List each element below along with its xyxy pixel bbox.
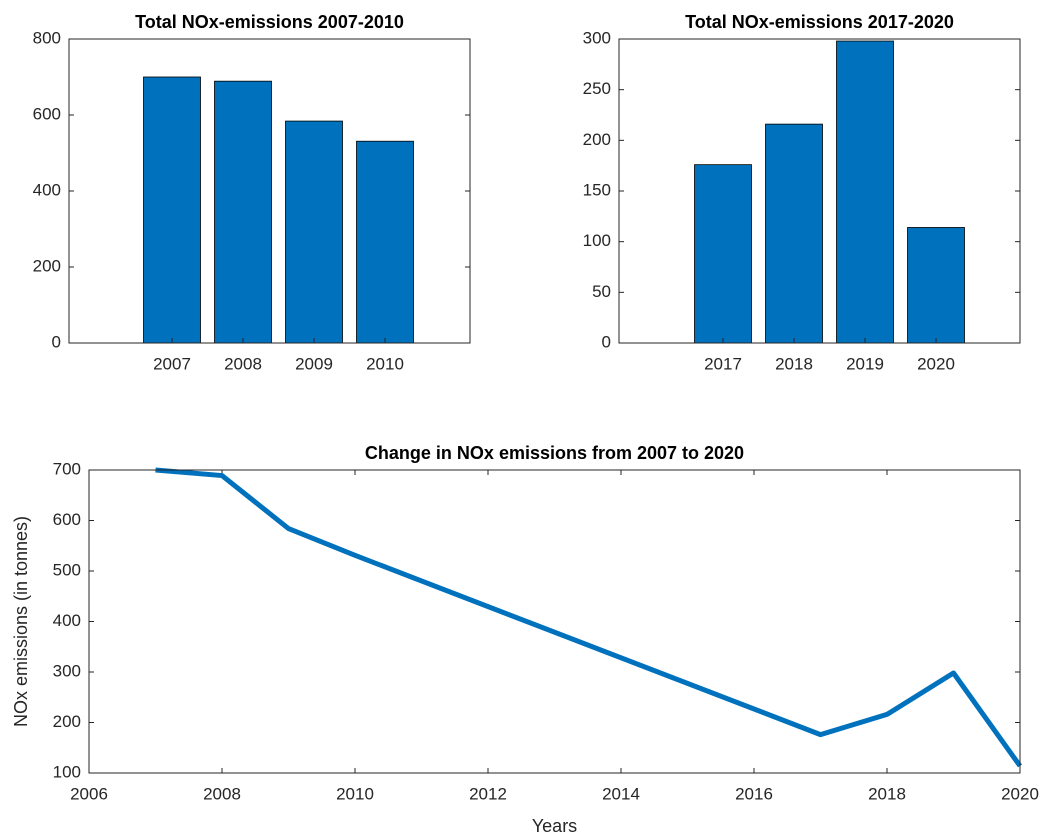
y-tick-label: 300	[583, 28, 611, 47]
x-tick-label: 2008	[203, 784, 241, 803]
bar	[143, 76, 201, 344]
x-tick-label: 2007	[153, 354, 191, 373]
x-tick-label: 2016	[735, 784, 773, 803]
x-tick-label: 2010	[366, 354, 404, 373]
x-tick-label: 2019	[846, 354, 884, 373]
y-tick-label: 600	[53, 510, 81, 529]
y-tick-label: 400	[33, 180, 61, 199]
y-tick-label: 100	[53, 762, 81, 781]
bar	[836, 40, 894, 344]
axes-box	[618, 38, 1021, 344]
x-axis-label: Years	[532, 816, 577, 836]
axes-box	[88, 469, 1021, 774]
axes-box	[68, 38, 471, 344]
y-tick-label: 400	[53, 611, 81, 630]
y-tick-label: 200	[53, 712, 81, 731]
x-tick-label: 2009	[295, 354, 333, 373]
chart-title: Total NOx-emissions 2017-2020	[685, 12, 954, 32]
y-tick-label: 200	[33, 256, 61, 275]
bar	[765, 123, 823, 344]
x-tick-label: 2018	[775, 354, 813, 373]
x-tick-label: 2017	[704, 354, 742, 373]
x-tick-label: 2014	[602, 784, 640, 803]
bar	[285, 120, 343, 344]
x-tick-label: 2020	[917, 354, 955, 373]
chart-title: Total NOx-emissions 2007-2010	[135, 12, 404, 32]
x-tick-label: 2006	[70, 784, 108, 803]
y-tick-label: 100	[583, 231, 611, 250]
bar	[907, 227, 965, 344]
y-tick-label: 300	[53, 661, 81, 680]
y-tick-label: 50	[592, 282, 611, 301]
x-tick-label: 2018	[868, 784, 906, 803]
y-tick-label: 200	[583, 130, 611, 149]
x-tick-label: 2012	[469, 784, 507, 803]
y-tick-label: 800	[33, 28, 61, 47]
x-tick-label: 2020	[1001, 784, 1039, 803]
y-tick-label: 500	[53, 560, 81, 579]
x-tick-label: 2008	[224, 354, 262, 373]
y-tick-label: 0	[52, 332, 61, 351]
chart-title: Change in NOx emissions from 2007 to 202…	[365, 443, 744, 463]
y-tick-label: 150	[583, 180, 611, 199]
bar	[694, 164, 752, 344]
y-tick-label: 0	[602, 332, 611, 351]
x-tick-label: 2010	[336, 784, 374, 803]
bar	[356, 140, 414, 344]
line-series	[155, 467, 1023, 768]
y-tick-label: 250	[583, 79, 611, 98]
y-tick-label: 700	[53, 459, 81, 478]
y-tick-label: 600	[33, 104, 61, 123]
bar	[214, 80, 272, 344]
y-axis-label: NOx emissions (in tonnes)	[11, 516, 31, 727]
